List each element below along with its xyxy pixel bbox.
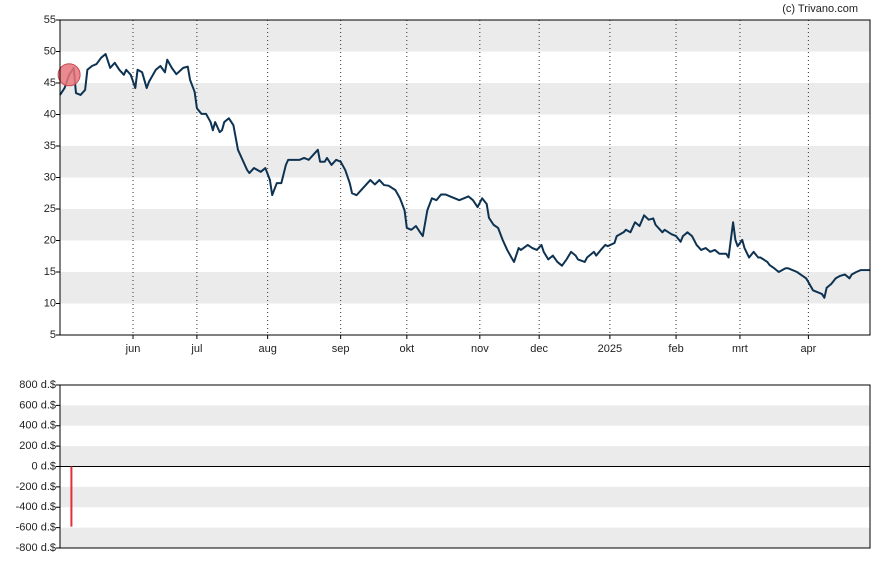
plot-frame: [59, 384, 871, 549]
stripe: [60, 405, 870, 426]
y-tick-label: 10: [44, 297, 56, 309]
x-tick-label: nov: [471, 343, 489, 355]
stripe: [60, 146, 870, 178]
price-line: [59, 53, 870, 299]
highlight-marker: [57, 63, 81, 87]
y-tick-label: 40: [44, 108, 56, 120]
stripe: [60, 446, 870, 467]
stripe: [60, 486, 870, 508]
stripe: [60, 272, 870, 304]
x-tick-label: feb: [668, 343, 683, 355]
y-tick-label: -600 d.$: [16, 522, 56, 534]
credit: (c) Trivano.com: [782, 3, 858, 15]
stripe: [60, 20, 870, 52]
y-tick-label: 600 d.$: [19, 399, 56, 411]
y-tick-label: 50: [44, 45, 56, 57]
y-tick-label: 400 d.$: [19, 420, 56, 432]
x-tick-label: mrt: [732, 343, 748, 355]
x-tick-label: jul: [190, 343, 202, 355]
x-tick-label: sep: [332, 343, 350, 355]
x-tick-label: dec: [530, 343, 548, 355]
stripe: [60, 83, 870, 115]
y-tick-label: 20: [44, 234, 56, 246]
y-tick-label: 200 d.$: [19, 440, 56, 452]
y-tick-label: 800 d.$: [19, 379, 56, 391]
y-tick-label: 35: [44, 140, 56, 152]
x-tick-label: okt: [399, 343, 414, 355]
y-tick-label: -800 d.$: [16, 542, 56, 554]
bar: [70, 466, 73, 527]
y-tick-label: -200 d.$: [16, 481, 56, 493]
y-tick-label: -400 d.$: [16, 501, 56, 513]
y-tick-label: 0 d.$: [32, 460, 56, 472]
x-tick-label: aug: [258, 343, 276, 355]
x-tick-label: apr: [800, 343, 816, 355]
plot-frame: [59, 19, 871, 336]
y-tick-label: 45: [44, 77, 56, 89]
y-tick-label: 5: [50, 329, 56, 341]
x-tick-label: 2025: [598, 343, 622, 355]
stripe: [60, 527, 870, 548]
stripe: [60, 209, 870, 241]
x-tick-label: jun: [125, 343, 141, 355]
y-tick-label: 15: [44, 266, 56, 278]
y-tick-label: 25: [44, 203, 56, 215]
y-tick-label: 30: [44, 171, 56, 183]
y-tick-label: 55: [44, 14, 56, 26]
